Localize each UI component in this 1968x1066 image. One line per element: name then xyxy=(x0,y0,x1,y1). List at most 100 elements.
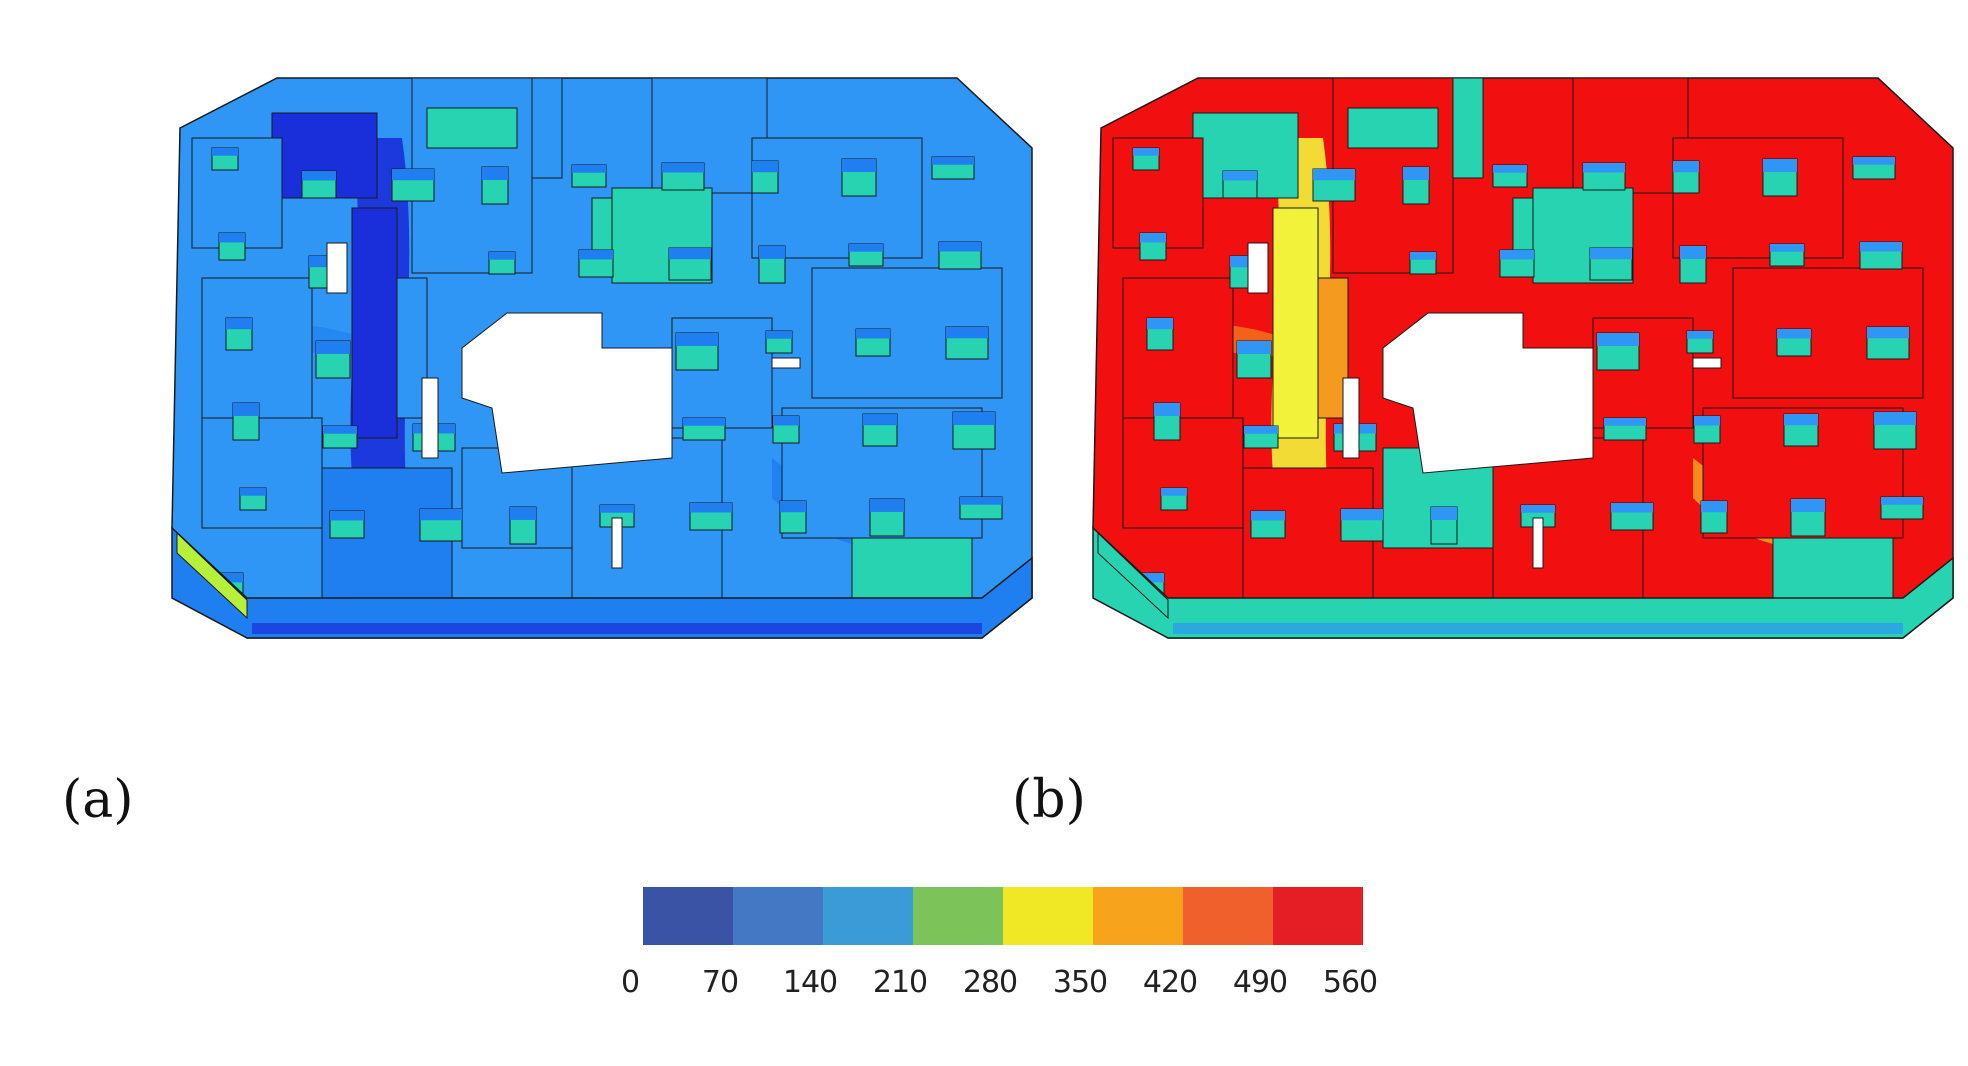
room-box-top xyxy=(932,157,974,165)
colorbar xyxy=(643,887,1363,945)
colorbar-tick-label: 560 xyxy=(1322,965,1378,1000)
room-box-top xyxy=(752,161,778,173)
room-box-top xyxy=(1403,167,1429,180)
colorbar-tick-label: 210 xyxy=(872,965,928,1000)
room-box-top xyxy=(572,165,606,173)
building-block xyxy=(1672,137,1844,259)
panel-a-building-model xyxy=(171,77,1033,639)
building-block xyxy=(426,107,518,149)
panel-b-label: (b) xyxy=(1012,770,1086,830)
building-block xyxy=(1452,77,1484,179)
panel-b-building-model xyxy=(1092,77,1954,639)
building-block xyxy=(1122,417,1244,529)
podium-shadow xyxy=(252,623,982,634)
courtyard-opening xyxy=(326,242,348,294)
room-box-top xyxy=(330,511,364,521)
room-box-top xyxy=(1154,403,1180,416)
colorbar-segment xyxy=(643,887,733,945)
room-box-top xyxy=(1777,329,1811,339)
room-box-top xyxy=(309,256,343,268)
room-box-top xyxy=(1687,331,1713,339)
building-podium xyxy=(1092,526,1954,639)
panel-a-label: (a) xyxy=(62,770,134,830)
courtyard-opening xyxy=(461,312,673,474)
room-box-top xyxy=(1597,333,1639,346)
courtyard-opening xyxy=(771,357,801,369)
room-box-top xyxy=(1583,163,1625,173)
building-block xyxy=(1772,537,1894,599)
room-box-top xyxy=(780,501,806,513)
building-block xyxy=(351,207,398,439)
room-box-top xyxy=(1874,412,1916,425)
colorbar-segment xyxy=(1273,887,1363,945)
building-block xyxy=(851,537,973,599)
building-block xyxy=(201,417,323,529)
room-box-top xyxy=(1763,159,1797,172)
colorbar-tick-label: 280 xyxy=(962,965,1018,1000)
room-box-top xyxy=(600,505,634,513)
room-box-top xyxy=(316,341,350,354)
room-box-top xyxy=(323,426,357,434)
room-box-top xyxy=(842,159,876,172)
colorbar-tick-label: 0 xyxy=(620,965,640,1000)
courtyard-opening xyxy=(611,517,623,569)
room-box-top xyxy=(773,416,799,426)
room-box-top xyxy=(1853,157,1895,165)
room-box-top xyxy=(1244,426,1278,434)
room-box-top xyxy=(953,412,995,425)
room-box-top xyxy=(690,503,732,513)
room-box-top xyxy=(759,246,785,259)
building-block xyxy=(531,77,563,179)
room-box-top xyxy=(1694,416,1720,426)
colorbar-segment xyxy=(1093,887,1183,945)
room-box-top xyxy=(1701,501,1727,513)
courtyard-opening xyxy=(1692,357,1722,369)
colorbar-tick-label: 350 xyxy=(1052,965,1108,1000)
room-box-top xyxy=(579,250,613,260)
colorbar-segment xyxy=(1183,887,1273,945)
room-box-top xyxy=(1791,499,1825,512)
room-box-top xyxy=(1881,497,1923,505)
room-box-top xyxy=(1867,327,1909,339)
room-box-top xyxy=(1133,148,1159,156)
room-box-top xyxy=(849,244,883,252)
room-box-top xyxy=(489,252,515,260)
room-box-top xyxy=(302,171,336,181)
colorbar-tick-label: 140 xyxy=(782,965,838,1000)
room-box-top xyxy=(1590,248,1632,260)
room-box-top xyxy=(1410,252,1436,260)
colorbar-tick-label: 70 xyxy=(701,965,739,1000)
room-box-top xyxy=(960,497,1002,505)
podium-edge xyxy=(176,531,248,620)
room-box-top xyxy=(856,329,890,339)
room-box-top xyxy=(863,414,897,426)
courtyard-opening xyxy=(1247,242,1269,294)
room-box-top xyxy=(510,507,536,520)
room-box-top xyxy=(233,403,259,416)
room-box-top xyxy=(1140,233,1166,243)
room-box-top xyxy=(212,148,238,156)
courtyard-opening xyxy=(421,377,439,459)
room-box-top xyxy=(1680,246,1706,259)
room-box-top xyxy=(1521,505,1555,513)
room-box-top xyxy=(1161,488,1187,496)
room-box-top xyxy=(662,163,704,173)
room-box-top xyxy=(1147,318,1173,330)
room-box-top xyxy=(1860,242,1902,252)
room-box-top xyxy=(676,333,718,346)
courtyard-opening xyxy=(1382,312,1594,474)
room-box-top xyxy=(1230,256,1264,268)
room-box-top xyxy=(939,242,981,252)
room-box-top xyxy=(1611,503,1653,513)
podium-shadow xyxy=(1173,623,1903,634)
colorbar-tick-label: 420 xyxy=(1142,965,1198,1000)
room-box-top xyxy=(1673,161,1699,173)
building-block xyxy=(1347,107,1439,149)
building-block xyxy=(1272,207,1319,439)
room-box-top xyxy=(1237,341,1271,354)
room-box-top xyxy=(1251,511,1285,521)
room-box-top xyxy=(226,318,252,330)
colorbar-segment xyxy=(733,887,823,945)
room-box-top xyxy=(870,499,904,512)
